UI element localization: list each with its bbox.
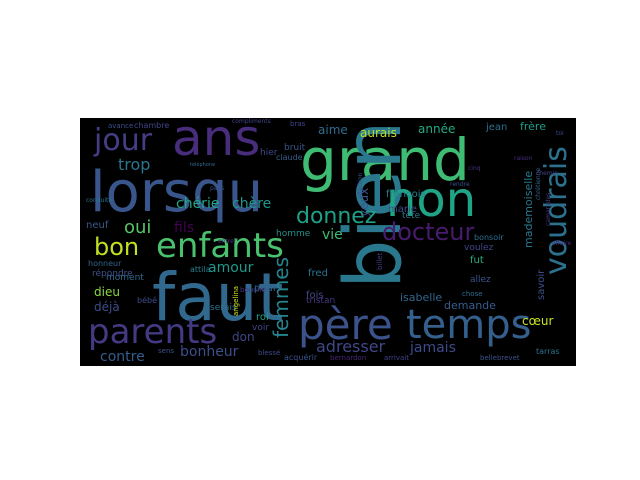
word-51: tristan bbox=[306, 296, 335, 306]
word-17: jamais bbox=[409, 340, 456, 356]
word-13: donnez bbox=[296, 204, 376, 229]
word-46: savoir bbox=[536, 269, 547, 300]
word-79: affection bbox=[357, 173, 364, 199]
word-86: téléphone bbox=[190, 161, 215, 168]
word-66: bonsoir bbox=[474, 233, 504, 242]
word-26: vie bbox=[322, 227, 343, 243]
word-92: chemin bbox=[536, 170, 558, 177]
word-73: bouche bbox=[240, 286, 266, 294]
word-56: hier bbox=[260, 148, 278, 158]
word-45: tête bbox=[402, 210, 421, 221]
word-39: isabelle bbox=[400, 291, 442, 304]
word-70: bellebrevet bbox=[480, 354, 520, 362]
word-57: bruit bbox=[284, 143, 306, 153]
word-47: fut bbox=[470, 255, 484, 266]
word-35: fois bbox=[306, 290, 324, 301]
word-36: dieu bbox=[94, 285, 120, 299]
word-7: père bbox=[298, 300, 393, 349]
word-88: entrer bbox=[218, 238, 237, 245]
word-25: contre bbox=[100, 349, 145, 365]
word-19: chère bbox=[232, 196, 271, 212]
word-0: grand bbox=[300, 126, 470, 194]
word-55: voir bbox=[252, 323, 269, 333]
word-82: affaire bbox=[552, 240, 571, 247]
word-80: chrétienne bbox=[535, 168, 542, 200]
word-11: bon bbox=[94, 233, 139, 261]
word-91: raison bbox=[514, 155, 533, 162]
word-85: conduite bbox=[86, 197, 112, 204]
word-43: françois bbox=[386, 189, 426, 200]
word-65: honneur bbox=[88, 259, 122, 268]
word-1: bien bbox=[329, 120, 419, 289]
word-30: mademoiselle bbox=[522, 171, 535, 248]
word-22: fils bbox=[174, 220, 194, 236]
word-15: femmes bbox=[269, 257, 293, 338]
word-54: serais bbox=[210, 303, 237, 313]
word-77: bras bbox=[290, 120, 306, 128]
word-50: homme bbox=[276, 229, 311, 239]
word-cloud-background bbox=[80, 118, 576, 366]
word-76: chose bbox=[462, 290, 483, 298]
word-6: enfants bbox=[156, 226, 284, 266]
word-14: docteur bbox=[382, 218, 475, 246]
word-18: chérie bbox=[176, 196, 219, 212]
word-78: billet bbox=[376, 252, 384, 270]
word-27: aurais bbox=[360, 126, 397, 140]
word-58: claude bbox=[276, 153, 303, 162]
word-84: compliments bbox=[232, 118, 271, 125]
word-60: avance bbox=[108, 122, 133, 130]
word-89: cinq bbox=[468, 165, 481, 172]
word-53: peur bbox=[254, 283, 278, 294]
word-83: toi bbox=[556, 130, 564, 137]
word-52: roi bbox=[256, 312, 269, 323]
word-23: amour bbox=[208, 260, 254, 276]
word-59: chambre bbox=[134, 121, 169, 130]
word-72: sens bbox=[158, 347, 174, 355]
word-61: moment bbox=[106, 273, 144, 283]
word-12: voudrais bbox=[539, 146, 574, 275]
word-62: attila bbox=[190, 265, 211, 274]
word-44: marie bbox=[388, 204, 417, 215]
word-75: angelina bbox=[232, 286, 240, 316]
word-21: oui bbox=[124, 217, 151, 238]
word-5: non bbox=[386, 172, 476, 228]
word-8: temps bbox=[406, 302, 532, 348]
word-32: demande bbox=[444, 299, 496, 312]
word-3: lorsqu bbox=[90, 160, 263, 225]
word-63: bébé bbox=[137, 295, 157, 305]
word-31: yeux bbox=[357, 188, 371, 217]
word-68: arrivait bbox=[384, 354, 409, 362]
word-42: neuf bbox=[86, 220, 109, 231]
word-4: ans bbox=[172, 109, 260, 167]
word-67: acquérir bbox=[284, 352, 318, 362]
word-2: faut bbox=[152, 259, 283, 336]
word-38: don bbox=[232, 330, 255, 344]
word-87: pays bbox=[210, 185, 224, 192]
word-69: bernardon bbox=[330, 354, 366, 362]
word-34: fred bbox=[308, 268, 328, 279]
word-29: aime bbox=[318, 123, 348, 137]
word-20: trop bbox=[118, 155, 150, 174]
word-33: cœur bbox=[522, 314, 553, 328]
word-16: adresser bbox=[316, 337, 386, 356]
word-28: année bbox=[418, 122, 455, 136]
word-90: rendre bbox=[450, 181, 470, 188]
word-41: jean bbox=[485, 122, 507, 133]
word-37: déjà bbox=[94, 300, 120, 314]
word-71: tarras bbox=[536, 347, 560, 356]
word-81: camarades bbox=[545, 193, 552, 226]
word-9: parents bbox=[88, 312, 217, 352]
word-64: répondre bbox=[92, 268, 133, 279]
word-74: blessé bbox=[258, 349, 280, 357]
word-10: jour bbox=[93, 123, 153, 158]
word-49: allez bbox=[470, 275, 491, 285]
word-24: bonheur bbox=[180, 344, 239, 360]
word-40: frère bbox=[520, 120, 546, 133]
word-48: voulez bbox=[464, 243, 494, 253]
